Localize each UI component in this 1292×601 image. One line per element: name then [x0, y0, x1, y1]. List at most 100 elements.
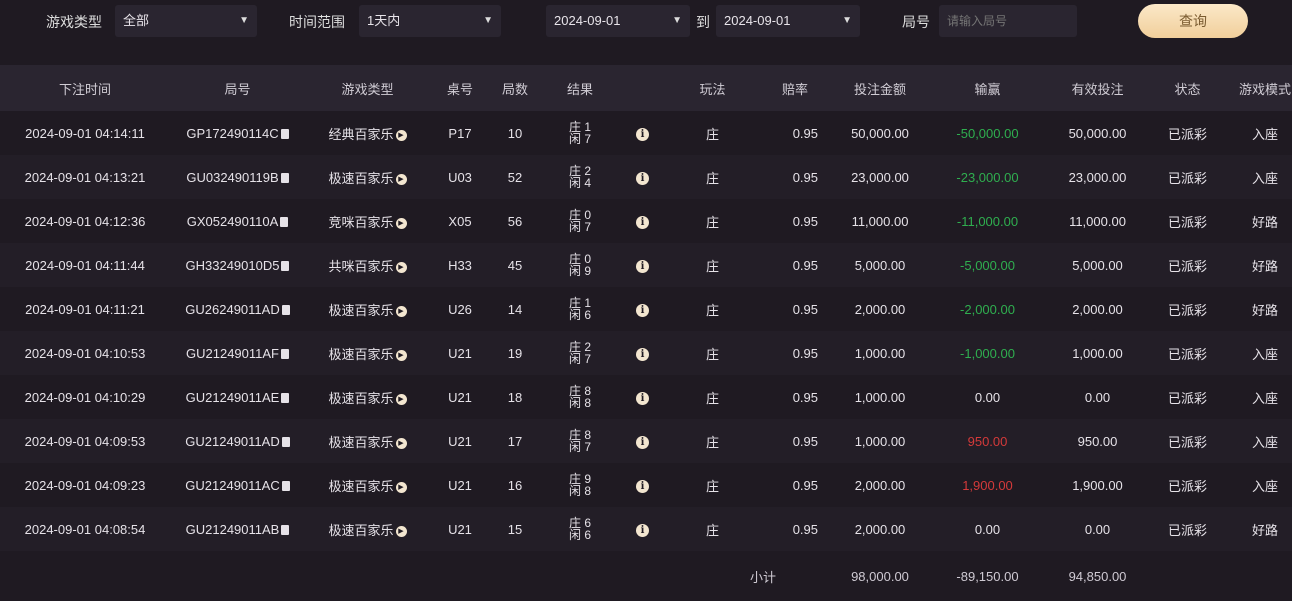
valid-bet: 2,000.00	[1072, 301, 1123, 317]
query-button[interactable]: 查询	[1138, 4, 1248, 38]
copy-icon[interactable]	[281, 349, 289, 360]
game-type: 经典百家乐	[328, 126, 394, 142]
copy-icon[interactable]	[280, 129, 289, 140]
win-loss: -1,000.00	[930, 331, 1045, 375]
player-result: 闲 7	[568, 219, 591, 234]
game-type: 极速百家乐	[328, 302, 394, 318]
status: 已派彩	[1150, 243, 1225, 287]
play-icon[interactable]: ▶	[395, 393, 407, 405]
status: 已派彩	[1167, 126, 1207, 142]
game-mode: 入座	[1225, 331, 1292, 375]
play-icon[interactable]: ▶	[395, 261, 407, 273]
bet-time: 2024-09-01 04:13:21	[0, 155, 170, 199]
round-id-cell: GP172490114C	[170, 111, 305, 155]
date-to-select[interactable]: 2024-09-01 ▼	[716, 5, 860, 37]
banker-result: 庄 1	[568, 295, 591, 310]
copy-icon[interactable]	[281, 393, 290, 404]
round-id: GU21249011AC	[185, 477, 280, 493]
play-icon[interactable]: ▶	[395, 305, 407, 317]
valid-bet: 50,000.00	[1068, 125, 1127, 141]
round-label: 局号	[902, 14, 930, 30]
game-type-select[interactable]: 全部 ▼	[115, 5, 257, 37]
banker-result: 庄 2	[568, 163, 591, 178]
bet-time: 2024-09-01 04:09:23	[24, 477, 146, 493]
status: 已派彩	[1150, 155, 1225, 199]
info-icon[interactable]: i	[636, 524, 649, 537]
table-row: 2024-09-01 04:10:29 GU21249011AE 极速百家乐 ▶ …	[0, 375, 1292, 419]
bet-time: 2024-09-01 04:09:53	[0, 419, 170, 463]
info-icon[interactable]: i	[636, 480, 649, 493]
play-icon[interactable]: ▶	[395, 349, 407, 361]
copy-icon[interactable]	[281, 481, 290, 492]
game-mode: 入座	[1225, 419, 1292, 463]
info-icon[interactable]: i	[636, 436, 649, 449]
play-type: 庄	[665, 507, 760, 551]
time-range-select[interactable]: 1天内 ▼	[359, 5, 501, 37]
player-result: 闲 6	[568, 527, 591, 542]
round-id-cell: GU21249011AB	[170, 507, 305, 551]
status: 已派彩	[1167, 302, 1207, 318]
game-type-cell: 极速百家乐 ▶	[305, 155, 430, 199]
info-icon[interactable]: i	[636, 392, 649, 405]
table-row: 2024-09-01 04:09:23 GU21249011AC 极速百家乐 ▶ …	[0, 463, 1292, 507]
info-icon[interactable]: i	[636, 260, 649, 273]
game-type-cell: 极速百家乐 ▶	[305, 375, 430, 419]
table-row: 2024-09-01 04:13:21 GU032490119B 极速百家乐 ▶ …	[0, 155, 1292, 199]
copy-icon[interactable]	[280, 173, 289, 184]
info-icon[interactable]: i	[636, 216, 649, 229]
info-icon[interactable]: i	[636, 304, 649, 317]
play-icon[interactable]: ▶	[395, 525, 407, 537]
column-header: 游戏类型	[305, 65, 430, 111]
banker-result: 庄 0	[568, 251, 591, 266]
column-header: 桌号	[430, 65, 490, 111]
game-type: 极速百家乐	[328, 522, 394, 538]
subtotal-row: 小计 98,000.00 -89,150.00 94,850.00	[0, 551, 1292, 601]
copy-icon[interactable]	[281, 305, 290, 316]
column-header: 下注时间	[0, 65, 170, 111]
valid-bet: 11,000.00	[1069, 213, 1126, 229]
round-id-cell: GU21249011AF	[170, 331, 305, 375]
play-icon[interactable]: ▶	[395, 437, 407, 449]
play-icon[interactable]: ▶	[395, 173, 407, 185]
table-row: 2024-09-01 04:10:53 GU21249011AF 极速百家乐 ▶ …	[0, 331, 1292, 375]
game-type: 极速百家乐	[328, 478, 394, 494]
game-mode: 好路	[1225, 243, 1292, 287]
banker-result: 庄 9	[568, 471, 591, 486]
play-icon[interactable]: ▶	[395, 217, 407, 229]
game-mode: 入座	[1251, 390, 1278, 406]
table-number: U03	[430, 155, 490, 199]
round-count: 19	[490, 331, 540, 375]
copy-icon[interactable]	[281, 261, 290, 272]
info-icon[interactable]: i	[636, 172, 649, 185]
table-number: P17	[448, 125, 472, 141]
player-result: 闲 7	[568, 131, 591, 146]
table-number: U26	[448, 301, 472, 317]
info-icon[interactable]: i	[636, 128, 649, 141]
win-loss: -11,000.00	[956, 213, 1019, 229]
bet-amount: 2,000.00	[854, 301, 906, 317]
game-type-cell: 经典百家乐 ▶	[305, 111, 430, 155]
play-icon[interactable]: ▶	[395, 481, 407, 493]
column-header: 投注金额	[830, 65, 930, 111]
player-result: 闲 8	[568, 395, 591, 410]
info-icon[interactable]: i	[636, 348, 649, 361]
status: 已派彩	[1167, 390, 1207, 406]
play-type: 庄	[665, 155, 760, 199]
play-type: 庄	[705, 302, 719, 318]
copy-icon[interactable]	[281, 525, 290, 536]
date-from-select[interactable]: 2024-09-01 ▼	[546, 5, 690, 37]
play-icon[interactable]: ▶	[395, 129, 407, 141]
copy-icon[interactable]	[280, 217, 289, 228]
player-result: 闲 7	[568, 439, 591, 454]
copy-icon[interactable]	[281, 437, 290, 448]
game-mode: 好路	[1225, 507, 1292, 551]
table-row: 2024-09-01 04:11:21 GU26249011AD 极速百家乐 ▶ …	[0, 287, 1292, 331]
round-input[interactable]	[939, 5, 1077, 37]
valid-bet: 23,000.00	[1045, 155, 1150, 199]
odds: 0.95	[792, 213, 818, 229]
win-loss: -23,000.00	[930, 155, 1045, 199]
